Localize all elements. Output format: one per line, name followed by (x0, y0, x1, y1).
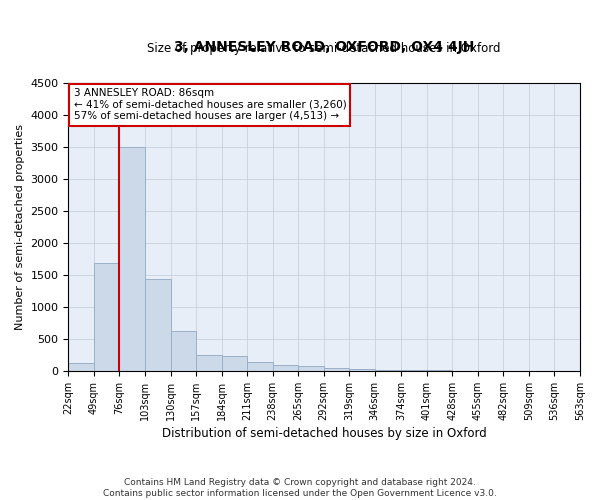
X-axis label: Distribution of semi-detached houses by size in Oxford: Distribution of semi-detached houses by … (162, 427, 487, 440)
Bar (427, 370, 452, 371)
Bar (94, 264, 119, 371)
Y-axis label: Number of semi-detached properties: Number of semi-detached properties (15, 124, 25, 330)
Bar (375, 370, 401, 371)
Bar (401, 370, 427, 371)
Bar (247, 362, 272, 371)
Text: Contains HM Land Registry data © Crown copyright and database right 2024.
Contai: Contains HM Land Registry data © Crown c… (103, 478, 497, 498)
Bar (272, 365, 298, 371)
Text: 3, ANNESLEY ROAD, OXFORD, OX4 4JH: 3, ANNESLEY ROAD, OXFORD, OX4 4JH (174, 40, 475, 54)
Bar (145, 280, 170, 371)
Bar (349, 369, 375, 371)
Bar (221, 356, 247, 371)
Text: 3 ANNESLEY ROAD: 86sqm
← 41% of semi-detached houses are smaller (3,260)
57% of : 3 ANNESLEY ROAD: 86sqm ← 41% of semi-det… (74, 88, 346, 122)
Bar (119, 146, 145, 371)
Bar (196, 355, 221, 371)
Bar (298, 366, 324, 371)
Bar (68, 364, 94, 371)
Bar (170, 331, 196, 371)
Bar (324, 368, 349, 371)
Title: Size of property relative to semi-detached houses in Oxford: Size of property relative to semi-detach… (148, 42, 501, 55)
